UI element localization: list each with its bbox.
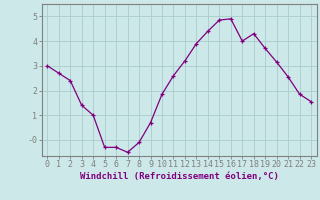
X-axis label: Windchill (Refroidissement éolien,°C): Windchill (Refroidissement éolien,°C) bbox=[80, 172, 279, 181]
